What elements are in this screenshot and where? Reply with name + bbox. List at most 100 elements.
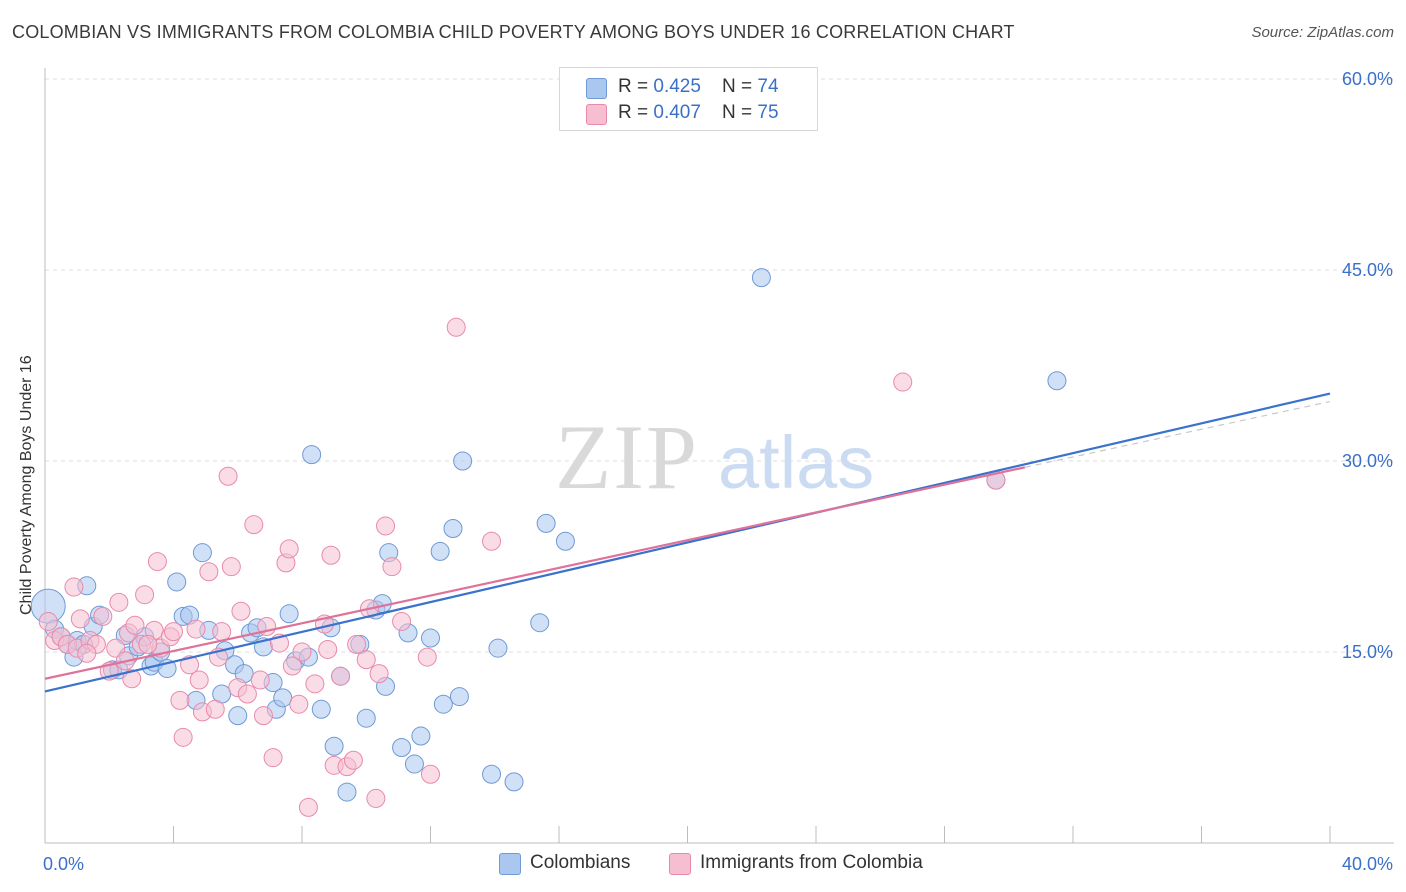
r-value: 0.425	[653, 76, 701, 97]
immigrants-point	[164, 622, 183, 642]
colombians-point	[279, 604, 299, 624]
colombians-point	[337, 782, 357, 802]
immigrants-point	[205, 699, 225, 719]
immigrants-point	[231, 601, 251, 621]
chart-title: COLOMBIAN VS IMMIGRANTS FROM COLOMBIA CH…	[12, 22, 1015, 42]
colombians-point	[167, 572, 187, 592]
legend-swatch-colombians	[586, 78, 607, 99]
colombians-point	[430, 541, 450, 561]
y-tick-label: 30.0%	[1342, 451, 1393, 471]
immigrants-point	[347, 634, 367, 654]
colombians-point	[324, 736, 344, 756]
immigrants-point	[70, 609, 90, 629]
immigrants-point	[366, 788, 386, 808]
immigrants-point	[64, 577, 84, 597]
colombians-point	[311, 699, 331, 719]
immigrants-point	[382, 557, 402, 577]
r-label: R =	[618, 76, 654, 97]
immigrants-point	[170, 690, 190, 710]
colombians-point	[504, 772, 524, 792]
colombians-point	[449, 687, 469, 707]
immigrants-point	[135, 585, 155, 605]
colombians-point	[530, 613, 550, 633]
immigrants-point	[180, 655, 200, 675]
immigrants-point	[331, 666, 351, 686]
immigrants-point	[305, 674, 325, 694]
axes	[44, 68, 1394, 844]
legend-label: Immigrants from Colombia	[700, 852, 923, 873]
y-tick-label: 15.0%	[1342, 642, 1393, 662]
colombians-trend-line	[44, 392, 1331, 693]
colombians-point	[1047, 371, 1067, 391]
tick-labels: 15.0% 30.0% 45.0% 60.0% 0.0% 40.0%	[43, 69, 1393, 874]
n-label: N =	[722, 102, 758, 123]
watermark-zip: ZIP	[555, 406, 699, 508]
immigrants-point	[147, 552, 167, 572]
watermark-atlas: atlas	[718, 421, 874, 504]
colombians-point	[421, 628, 440, 648]
immigrants-point	[289, 694, 309, 714]
n-value: 74	[757, 76, 779, 97]
immigrants-point	[212, 622, 232, 642]
r-label: R =	[618, 102, 654, 123]
correlation-legend: R = 0.425 N = 74 R = 0.407 N = 75	[559, 67, 818, 131]
legend-row-text: R = 0.407 N = 75	[618, 102, 779, 124]
colombians-point	[228, 706, 248, 726]
legend-swatch-immigrants	[586, 104, 607, 125]
immigrants-point	[356, 650, 376, 670]
immigrants-point	[417, 647, 437, 667]
colombians-point	[392, 738, 412, 757]
immigrants-point	[109, 592, 129, 612]
colombians-point	[411, 726, 431, 746]
source-label: Source: ZipAtlas.com	[1251, 24, 1394, 41]
colombians-point	[751, 268, 771, 288]
legend-row-text: R = 0.425 N = 74	[618, 76, 779, 98]
immigrants-point	[237, 684, 257, 704]
immigrants-point	[282, 656, 302, 676]
immigrants-point	[106, 638, 126, 658]
immigrants-point	[263, 748, 283, 768]
n-value: 75	[757, 102, 779, 123]
immigrants-point	[250, 670, 270, 690]
immigrants-point	[125, 615, 145, 635]
data-points	[30, 268, 1067, 817]
immigrants-point	[253, 706, 273, 726]
colombians-point	[488, 638, 508, 658]
immigrants-point	[199, 562, 219, 582]
immigrants-point	[321, 545, 341, 565]
colombians-point	[555, 531, 575, 551]
immigrants-point	[122, 669, 142, 689]
immigrants-point	[376, 516, 396, 536]
immigrants-point	[318, 639, 338, 659]
immigrants-point	[292, 642, 312, 662]
immigrants-point	[93, 606, 113, 626]
immigrants-point	[369, 664, 389, 684]
immigrants-point	[38, 611, 58, 631]
immigrants-point	[343, 750, 363, 770]
immigrants-point	[186, 619, 206, 639]
colombians-point	[404, 754, 424, 774]
immigrants-point	[392, 611, 412, 631]
immigrants-point	[221, 557, 241, 577]
immigrants-point	[446, 317, 466, 337]
immigrants-trend-extension	[1024, 400, 1331, 468]
y-tick-label: 45.0%	[1342, 260, 1393, 280]
immigrants-point	[279, 539, 299, 559]
colombians-point	[192, 543, 212, 563]
immigrants-point	[218, 466, 238, 486]
x-tick-label: 40.0%	[1342, 854, 1393, 874]
n-label: N =	[722, 76, 758, 97]
trend-lines	[44, 392, 1331, 693]
colombians-point	[536, 513, 556, 533]
colombians-point	[356, 708, 376, 728]
colombians-point	[273, 688, 293, 708]
colombians-point	[433, 694, 453, 714]
legend-label: Colombians	[530, 852, 631, 873]
x-tick-label: 0.0%	[43, 854, 84, 874]
r-value: 0.407	[653, 102, 701, 123]
immigrants-point	[189, 670, 209, 690]
legend-swatch-colombians	[499, 853, 521, 875]
immigrants-point	[138, 634, 158, 654]
colombians-point	[453, 451, 473, 471]
